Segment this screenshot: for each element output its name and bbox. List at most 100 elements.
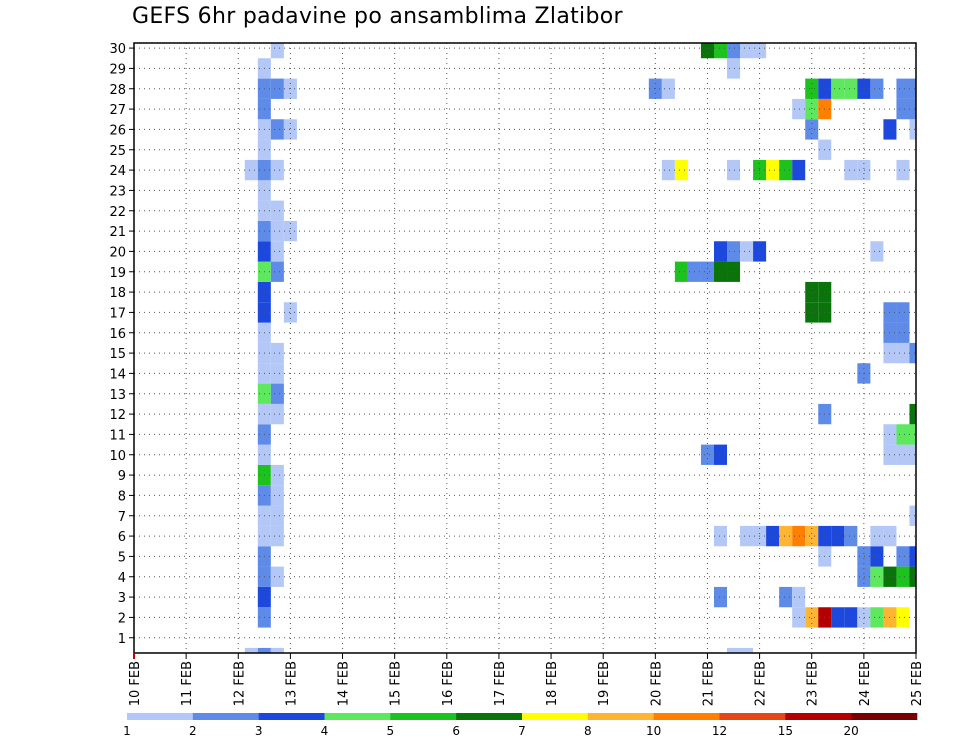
heatmap-cell	[896, 302, 910, 323]
color-legend: 1 2 3 4 5 6 7 8 10 12 15 20	[123, 713, 918, 738]
legend-swatch	[587, 713, 654, 720]
heatmap-cell	[844, 607, 858, 628]
y-tick-label: 14	[109, 367, 126, 382]
legend-swatch	[456, 713, 523, 720]
heatmap-cell	[896, 546, 910, 567]
heatmap-cells	[244, 43, 916, 653]
y-tick-label: 4	[118, 571, 126, 586]
y-tick-label: 20	[109, 245, 126, 260]
heatmap-cell	[713, 586, 728, 608]
legend-level-label: 1	[123, 724, 131, 738]
heatmap-cell	[896, 566, 910, 587]
heatmap-cell	[270, 43, 284, 59]
y-tick-label: 5	[118, 550, 126, 565]
heatmap-cell	[857, 566, 871, 587]
y-tick-label: 24	[109, 164, 126, 179]
heatmap-cell	[909, 78, 916, 99]
heatmap-cell	[270, 342, 284, 364]
heatmap-cell	[283, 220, 297, 242]
y-tick-label: 25	[109, 144, 126, 159]
legend-level-label: 15	[778, 724, 793, 738]
heatmap-cell	[909, 119, 916, 140]
y-tick-label: 26	[109, 123, 126, 138]
y-tick-label: 22	[109, 205, 126, 220]
heatmap-cell	[727, 43, 741, 59]
legend-swatch	[851, 713, 918, 720]
y-tick-label: 16	[109, 327, 126, 342]
y-tick-label: 3	[118, 591, 126, 606]
legend-level-label: 6	[452, 724, 460, 738]
y-tick-label: 9	[118, 469, 126, 484]
heatmap-cell	[844, 78, 858, 99]
heatmap-cell	[740, 43, 754, 59]
heatmap-cell	[857, 159, 871, 181]
heatmap-cell	[909, 424, 916, 445]
heatmap-cell	[870, 78, 884, 99]
y-tick-label: 21	[109, 225, 126, 240]
x-tick-label: 12 FEB	[232, 661, 247, 706]
heatmap-cell	[805, 302, 819, 323]
heatmap-cell	[857, 607, 871, 628]
y-tick-label: 18	[109, 286, 126, 301]
legend-swatch	[653, 713, 720, 720]
legend-swatch	[390, 713, 457, 720]
heatmap-cell	[779, 586, 793, 608]
heatmap-cell	[896, 78, 910, 99]
heatmap-cell	[270, 241, 284, 262]
heatmap-cell	[740, 241, 754, 262]
x-tick-label: 23 FEB	[806, 661, 821, 706]
y-tick-label: 12	[109, 408, 126, 423]
y-tick-label: 1	[118, 632, 126, 647]
heatmap-cell	[727, 261, 741, 282]
heatmap-cell	[270, 78, 284, 99]
x-tick-label: 20 FEB	[649, 661, 664, 706]
x-tick-label: 11 FEB	[180, 661, 195, 706]
heatmap-cell	[909, 98, 916, 120]
heatmap-cell	[870, 546, 884, 567]
legend-swatch	[192, 713, 259, 720]
heatmap-cell	[896, 98, 910, 120]
heatmap-cell	[713, 444, 728, 465]
y-tick-label: 11	[109, 428, 126, 443]
heatmap-cell	[270, 200, 284, 221]
heatmap-cell	[779, 159, 793, 181]
y-axis: 1234567891011121314151617181920212223242…	[109, 42, 134, 647]
heatmap-cell	[831, 78, 845, 99]
heatmap-cell	[909, 403, 916, 425]
y-tick-label: 17	[109, 306, 126, 321]
heatmap-cell	[831, 525, 845, 547]
x-tick-label: 25 FEB	[910, 661, 925, 706]
heatmap-cell	[661, 78, 675, 99]
heatmap-cell	[270, 566, 284, 587]
legend-swatch	[127, 713, 194, 720]
legend-swatch	[785, 713, 852, 720]
legend-swatch	[258, 713, 325, 720]
heatmap-cell	[779, 525, 793, 547]
legend-level-label: 8	[584, 724, 592, 738]
legend-level-label: 5	[387, 724, 395, 738]
heatmap-cell	[270, 119, 284, 140]
heatmap-cell	[792, 525, 806, 547]
heatmap-cell	[270, 647, 284, 653]
y-tick-label: 7	[118, 510, 126, 525]
heatmap-cell	[244, 159, 258, 181]
heatmap-cell	[244, 647, 258, 653]
legend-swatch	[522, 713, 589, 720]
x-tick-label: 15 FEB	[389, 661, 404, 706]
heatmap-cell	[792, 159, 806, 181]
heatmap-cell	[740, 647, 754, 653]
heatmap-cell	[766, 159, 780, 181]
heatmap-cell	[270, 261, 284, 282]
heatmap-cell	[713, 261, 728, 282]
heatmap-cell	[283, 119, 297, 140]
heatmap-cell	[727, 159, 741, 181]
y-tick-label: 15	[109, 347, 126, 362]
heatmap-cell	[870, 566, 884, 587]
plot-frame	[133, 42, 917, 654]
heatmap-cell	[727, 647, 741, 653]
legend-level-label: 2	[189, 724, 197, 738]
heatmap-cell	[805, 98, 819, 120]
heatmap-cell	[700, 444, 714, 465]
x-tick-label: 19 FEB	[597, 661, 612, 706]
